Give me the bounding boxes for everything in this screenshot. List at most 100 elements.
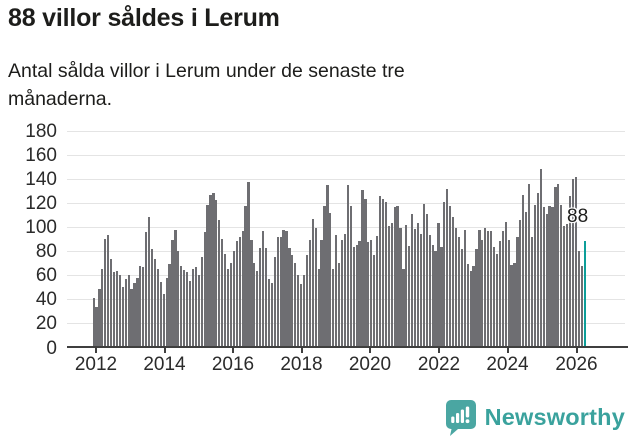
bar — [218, 220, 221, 347]
bar — [563, 226, 566, 347]
bar — [411, 214, 414, 347]
x-axis-tick — [369, 348, 371, 353]
newsworthy-logo-text: Newsworthy — [484, 403, 625, 430]
y-axis-tick-label: 140 — [25, 168, 57, 190]
bar — [516, 237, 519, 347]
bar — [571, 179, 575, 347]
bar — [264, 248, 268, 347]
logo-bar-2 — [455, 412, 459, 423]
bar — [165, 278, 168, 347]
bar — [376, 236, 379, 347]
bar — [431, 244, 434, 347]
bar — [215, 199, 218, 347]
bar — [414, 228, 417, 347]
bar — [180, 266, 183, 347]
gridline — [67, 178, 625, 180]
bar — [457, 237, 461, 347]
bar — [95, 307, 98, 347]
bar — [419, 233, 423, 347]
bar — [191, 268, 195, 347]
x-axis-tick — [438, 348, 440, 353]
bar — [238, 237, 241, 347]
bar — [209, 195, 212, 347]
bar — [159, 281, 162, 347]
bar — [390, 222, 393, 347]
bar — [574, 177, 577, 347]
bar — [416, 222, 420, 347]
bar — [130, 289, 133, 347]
highlight-bar — [583, 240, 586, 347]
bar — [253, 262, 256, 347]
x-axis-tick — [232, 348, 234, 353]
bar — [188, 280, 192, 347]
bar — [206, 204, 209, 347]
bar — [530, 237, 534, 347]
x-axis-tick — [163, 348, 166, 353]
bar — [539, 168, 542, 347]
bar — [247, 181, 250, 347]
bar — [399, 227, 402, 347]
bar — [551, 207, 554, 347]
bar — [98, 289, 101, 347]
x-axis-tick — [575, 348, 578, 353]
highlight-value-label: 88 — [567, 206, 589, 227]
bar — [148, 216, 151, 347]
bar — [124, 279, 127, 347]
x-axis-tick-label: 2020 — [348, 354, 392, 375]
gridline — [67, 202, 625, 204]
bar — [566, 224, 569, 347]
logo-exclamation-line — [465, 406, 469, 417]
x-axis-tick-label: 2018 — [280, 354, 323, 375]
bar — [428, 234, 431, 347]
bar — [501, 231, 504, 347]
bar — [226, 268, 230, 347]
bar — [305, 255, 309, 347]
bar — [364, 198, 367, 347]
x-axis-tick-label: 2012 — [74, 354, 118, 375]
bar — [273, 256, 276, 347]
bar — [145, 232, 148, 347]
bar — [92, 297, 95, 347]
bar — [241, 231, 244, 347]
bar — [221, 238, 224, 347]
bar — [358, 240, 361, 347]
x-axis-tick — [506, 348, 509, 353]
bar — [118, 274, 121, 347]
gridline — [67, 154, 625, 156]
bar — [484, 227, 487, 347]
x-axis-tick — [95, 348, 97, 353]
bar — [229, 262, 233, 347]
x-axis-tick-label: 2026 — [555, 354, 598, 375]
bar — [326, 185, 329, 347]
bar — [519, 220, 522, 347]
bar — [121, 286, 124, 347]
bar — [446, 189, 449, 347]
bar — [259, 248, 262, 347]
bar — [481, 239, 484, 347]
bar — [487, 231, 490, 347]
bar — [381, 198, 385, 347]
bar — [554, 186, 557, 347]
bar — [311, 219, 314, 347]
bar — [425, 214, 428, 347]
chart-subtitle: Antal sålda villor i Lerum under de sena… — [8, 60, 405, 110]
bar — [370, 239, 373, 347]
bar — [133, 283, 136, 347]
y-axis-tick-label: 100 — [25, 216, 57, 238]
bar — [373, 255, 376, 347]
bar — [297, 274, 300, 347]
bar — [323, 205, 326, 347]
bar — [405, 225, 408, 347]
bar — [533, 204, 537, 347]
bar — [107, 234, 110, 347]
logo-bar-3 — [460, 409, 464, 423]
bar — [449, 205, 452, 347]
bar — [101, 268, 104, 347]
bar — [580, 266, 583, 347]
bar — [200, 256, 203, 347]
bar — [355, 244, 358, 347]
newsworthy-logo[interactable]: Newsworthy — [443, 398, 625, 436]
y-axis-tick-label: 180 — [25, 120, 57, 142]
